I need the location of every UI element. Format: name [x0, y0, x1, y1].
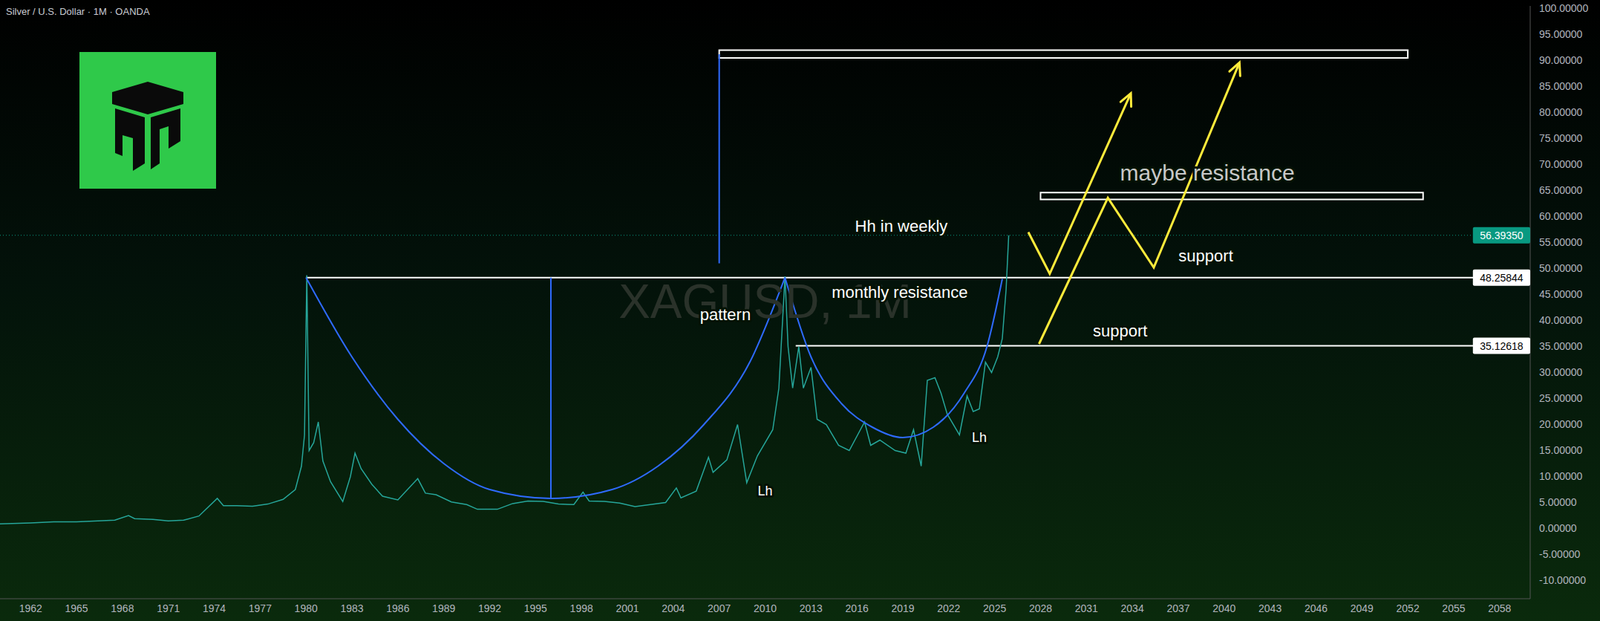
svg-text:1998: 1998: [570, 602, 594, 615]
svg-text:1971: 1971: [156, 602, 180, 615]
svg-text:1986: 1986: [386, 602, 410, 615]
svg-text:support: support: [1092, 321, 1148, 341]
svg-text:2013: 2013: [799, 602, 823, 615]
svg-text:15.00000: 15.00000: [1539, 443, 1583, 456]
svg-text:2040: 2040: [1212, 602, 1236, 615]
svg-text:2022: 2022: [936, 602, 960, 615]
svg-text:80.00000: 80.00000: [1539, 106, 1583, 119]
svg-text:0.00000: 0.00000: [1539, 521, 1577, 534]
svg-text:75.00000: 75.00000: [1539, 132, 1583, 145]
svg-text:2004: 2004: [661, 602, 685, 615]
svg-text:Hh in weekly: Hh in weekly: [855, 216, 949, 236]
svg-text:2058: 2058: [1487, 602, 1511, 615]
svg-text:40.00000: 40.00000: [1539, 314, 1583, 326]
svg-text:55.00000: 55.00000: [1539, 236, 1583, 248]
svg-text:2055: 2055: [1441, 602, 1465, 615]
svg-text:90.00000: 90.00000: [1539, 54, 1583, 67]
svg-text:2037: 2037: [1166, 602, 1190, 615]
svg-text:XAGUSD, 1M: XAGUSD, 1M: [618, 274, 912, 328]
svg-text:35.12618: 35.12618: [1479, 340, 1524, 352]
svg-text:60.00000: 60.00000: [1539, 210, 1583, 222]
svg-text:1992: 1992: [478, 602, 502, 615]
svg-text:2025: 2025: [983, 602, 1007, 615]
svg-text:85.00000: 85.00000: [1539, 80, 1583, 93]
svg-text:65.00000: 65.00000: [1539, 184, 1583, 197]
svg-text:25.00000: 25.00000: [1539, 392, 1583, 404]
svg-text:1962: 1962: [19, 602, 43, 615]
svg-text:2001: 2001: [615, 602, 639, 615]
svg-text:20.00000: 20.00000: [1539, 418, 1583, 430]
svg-text:2049: 2049: [1350, 602, 1374, 615]
svg-text:45.00000: 45.00000: [1539, 288, 1583, 300]
svg-text:-5.00000: -5.00000: [1539, 547, 1580, 560]
svg-text:2034: 2034: [1121, 602, 1145, 615]
svg-text:10.00000: 10.00000: [1539, 469, 1583, 482]
svg-text:2007: 2007: [707, 602, 731, 615]
svg-text:2031: 2031: [1075, 602, 1099, 615]
svg-text:100.00000: 100.00000: [1539, 2, 1589, 15]
svg-text:2019: 2019: [890, 602, 914, 615]
svg-text:Lh: Lh: [971, 429, 987, 445]
html-text:Silver / U.S. Dollar · 1M · OA: Silver / U.S. Dollar · 1M · OANDA: [5, 5, 150, 18]
svg-text:95.00000: 95.00000: [1539, 28, 1583, 41]
svg-text:48.25844: 48.25844: [1479, 271, 1524, 284]
svg-text:2052: 2052: [1396, 602, 1420, 615]
svg-text:-10.00000: -10.00000: [1539, 573, 1586, 586]
svg-text:2028: 2028: [1029, 602, 1053, 615]
svg-text:1968: 1968: [110, 602, 134, 615]
svg-text:1995: 1995: [524, 602, 548, 615]
svg-text:Lh: Lh: [757, 483, 773, 499]
svg-text:35.00000: 35.00000: [1539, 340, 1583, 352]
svg-text:support: support: [1178, 246, 1233, 266]
svg-text:1983: 1983: [340, 602, 364, 615]
svg-text:1980: 1980: [294, 602, 318, 615]
svg-text:56.39350: 56.39350: [1479, 229, 1524, 242]
svg-text:70.00000: 70.00000: [1539, 158, 1583, 171]
svg-text:1974: 1974: [202, 602, 226, 615]
svg-text:1977: 1977: [248, 602, 272, 615]
svg-text:50.00000: 50.00000: [1539, 262, 1583, 274]
svg-text:1965: 1965: [64, 602, 88, 615]
svg-text:30.00000: 30.00000: [1539, 366, 1583, 378]
svg-text:2046: 2046: [1304, 602, 1328, 615]
svg-text:2010: 2010: [753, 602, 777, 615]
svg-text:5.00000: 5.00000: [1539, 495, 1577, 508]
svg-text:pattern: pattern: [700, 305, 752, 324]
svg-text:2043: 2043: [1258, 602, 1282, 615]
svg-text:2016: 2016: [845, 602, 869, 615]
svg-text:monthly resistance: monthly resistance: [831, 282, 968, 302]
svg-text:1989: 1989: [432, 602, 456, 615]
svg-text:maybe resistance: maybe resistance: [1120, 160, 1295, 185]
